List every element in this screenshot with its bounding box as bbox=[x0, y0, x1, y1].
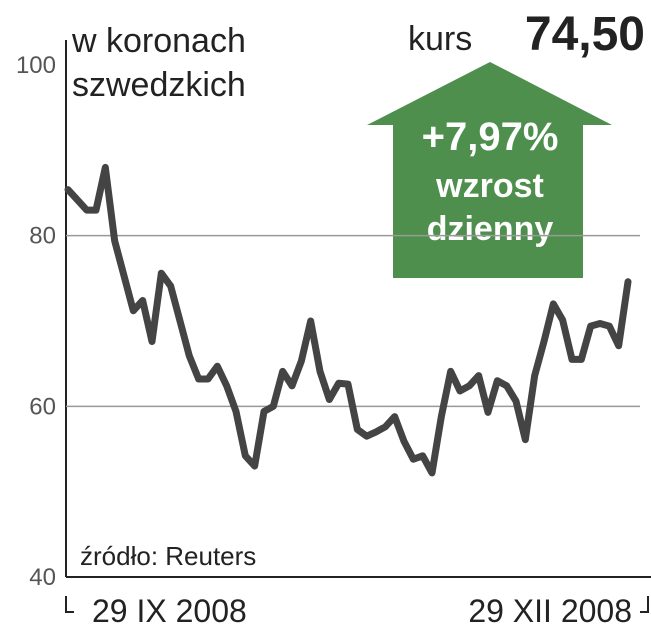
source: źródło: Reuters bbox=[80, 541, 256, 571]
y-tick-label: 40 bbox=[29, 564, 56, 591]
chart-title: w koronach bbox=[71, 22, 246, 60]
change-caption: wzrost bbox=[435, 167, 544, 205]
change-caption: dzienny bbox=[427, 210, 554, 248]
x-range-bracket bbox=[65, 596, 649, 613]
chart-title: szwedzkich bbox=[72, 66, 246, 104]
x-tick-label: 29 XII 2008 bbox=[468, 593, 632, 629]
x-tick-label: 29 IX 2008 bbox=[92, 593, 247, 629]
y-tick-label: 80 bbox=[29, 223, 56, 250]
change: +7,97% bbox=[422, 115, 559, 159]
price-line bbox=[64, 163, 632, 477]
price-label: kurs bbox=[408, 20, 472, 58]
arrow bbox=[367, 62, 612, 278]
price: 74,50 bbox=[525, 8, 645, 61]
y-tick-label: 100 bbox=[16, 52, 56, 79]
y-tick-label: 60 bbox=[29, 393, 56, 420]
